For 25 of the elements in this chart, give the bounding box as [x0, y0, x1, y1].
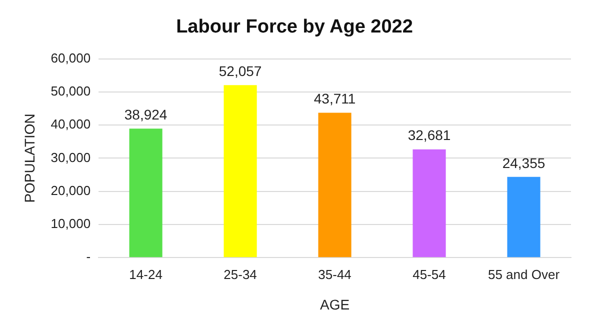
y-tick-label: 10,000	[50, 216, 91, 232]
bar	[412, 149, 446, 258]
x-axis-title: AGE	[320, 296, 350, 312]
y-tick-label: 20,000	[50, 182, 91, 198]
bar	[507, 176, 540, 258]
x-tick-label: 35-44	[318, 266, 352, 282]
bar	[129, 128, 162, 258]
bar	[318, 112, 352, 258]
y-tick-label: 40,000	[50, 116, 91, 132]
data-label: 38,924	[124, 106, 168, 122]
y-tick-label: 60,000	[50, 50, 91, 66]
data-label: 32,681	[408, 127, 451, 144]
x-tick-label: 25-34	[224, 266, 257, 282]
y-tick-label: 30,000	[50, 150, 91, 165]
y-axis-title: POPULATION	[21, 114, 38, 203]
y-tick-label: 50,000	[50, 84, 91, 99]
data-label: 24,355	[502, 154, 546, 171]
chart-title: Labour Force by Age 2022	[176, 16, 413, 38]
x-tick-label: 14-24	[129, 266, 162, 282]
x-tick-label: 55 and Over	[488, 266, 560, 282]
x-tick-label: 45-54	[412, 266, 446, 282]
data-label: 52,057	[218, 62, 262, 79]
data-label: 43,711	[314, 90, 356, 107]
bar	[224, 85, 257, 258]
y-tick-label: -	[86, 249, 91, 264]
